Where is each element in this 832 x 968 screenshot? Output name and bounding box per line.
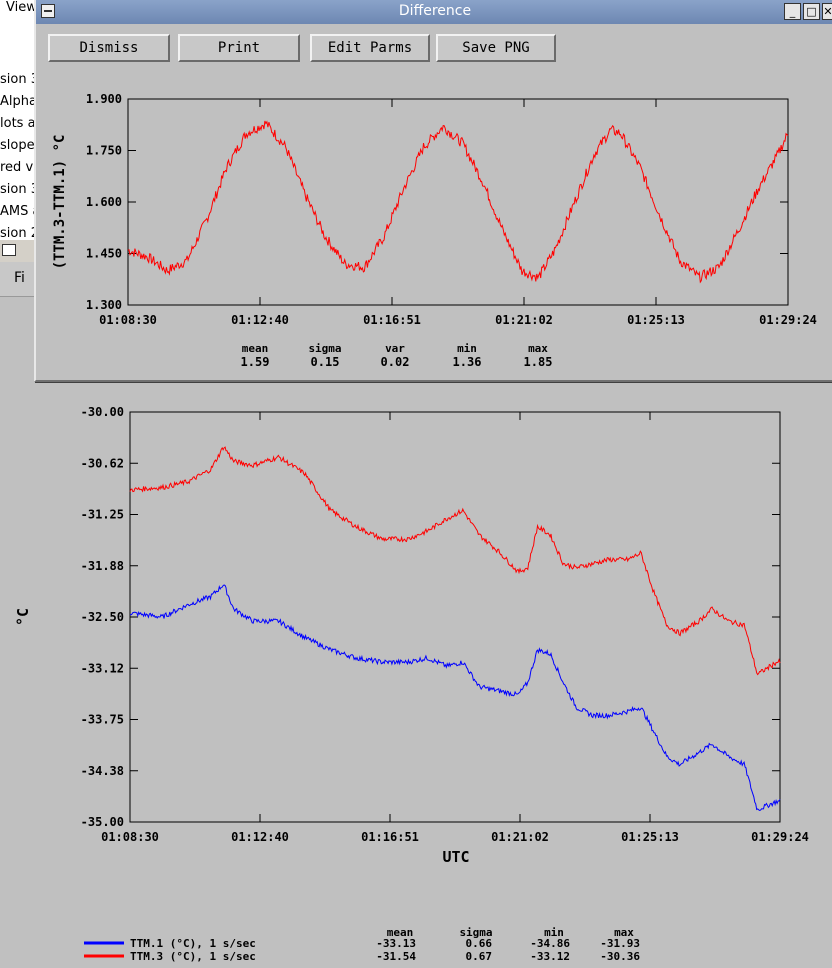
- stats-value: 0.66: [466, 937, 493, 950]
- background-window-menubar: Fi: [0, 262, 38, 297]
- window-menu-icon[interactable]: [2, 244, 16, 256]
- y-tick-label: -33.75: [81, 713, 124, 727]
- main-xlabel: UTC: [442, 848, 469, 866]
- stats-value: -31.54: [376, 950, 416, 963]
- y-tick-label: -32.50: [81, 610, 124, 624]
- x-tick-label: 01:21:02: [495, 313, 553, 327]
- series-line-1: [129, 446, 781, 676]
- y-tick-label: -31.88: [81, 559, 124, 573]
- stats-header: mean: [387, 926, 414, 939]
- main-x-ticks: 01:08:30 01:12:40 01:16:51 01:21:02 01:25:13…: [101, 412, 809, 844]
- window-menu-icon[interactable]: [41, 4, 55, 18]
- diff-ylabel: (TTM.3-TTM.1) °C: [52, 135, 68, 270]
- main-ylabel: °C: [14, 608, 32, 626]
- y-tick-label: -35.00: [81, 815, 124, 829]
- series-line-0: [129, 584, 781, 811]
- difference-plot: 1.900 1.750 1.600 1.450 1.300 01:08:30 01:12:…: [52, 92, 817, 369]
- stats-header: min: [544, 926, 564, 939]
- legend-label: TTM.3 (°C), 1 s/sec: [130, 950, 256, 963]
- y-tick-label: -30.62: [81, 456, 124, 470]
- x-tick-label: 01:29:24: [751, 830, 809, 844]
- dismiss-button[interactable]: Dismiss: [48, 34, 170, 62]
- list-item[interactable]: sion 2: [0, 226, 38, 240]
- stats-header: min: [457, 342, 477, 355]
- x-tick-label: 01:08:30: [101, 830, 159, 844]
- x-tick-label: 01:25:13: [627, 313, 685, 327]
- x-tick-label: 01:29:24: [759, 313, 817, 327]
- save-png-button[interactable]: Save PNG: [436, 34, 556, 62]
- list-item[interactable]: red v: [0, 160, 34, 175]
- x-tick-label: 01:08:30: [99, 313, 157, 327]
- difference-toolbar: Dismiss Print Edit Parms Save PNG: [40, 24, 830, 68]
- diff-x-ticks: 01:08:30 01:12:40 01:16:51 01:21:02 01:25:13…: [99, 99, 817, 327]
- stats-value: 0.15: [311, 355, 340, 369]
- list-item[interactable]: slope: [0, 138, 35, 153]
- main-y-ticks: -30.00 -30.62 -31.25 -31.88 -32.50 -33.12 -33.…: [81, 405, 780, 829]
- y-tick-label: -30.00: [81, 405, 124, 419]
- x-tick-label: 01:12:40: [231, 313, 289, 327]
- x-tick-label: 01:16:51: [361, 830, 419, 844]
- stats-value: -31.93: [600, 937, 640, 950]
- difference-titlebar[interactable]: Difference _ □ ✕: [36, 0, 832, 24]
- menu-file[interactable]: Fi: [14, 270, 25, 286]
- main-plot-frame: [129, 411, 781, 823]
- stats-header: mean: [242, 342, 269, 355]
- x-tick-label: 01:21:02: [491, 830, 549, 844]
- minimize-button[interactable]: _: [784, 3, 801, 20]
- stats-value: 0.67: [466, 950, 493, 963]
- diff-y-ticks: 1.900 1.750 1.600 1.450 1.300: [86, 92, 788, 312]
- background-variable-list: sion 3 Alpha lots a slope red v sion 3 AMS a si…: [0, 40, 38, 240]
- stats-value: 0.02: [381, 355, 410, 369]
- stats-value: 1.85: [524, 355, 553, 369]
- edit-parms-button[interactable]: Edit Parms: [310, 34, 430, 62]
- print-button[interactable]: Print: [178, 34, 300, 62]
- list-item[interactable]: Alpha: [0, 94, 37, 109]
- y-tick-label: 1.300: [86, 298, 122, 312]
- y-tick-label: 1.750: [86, 144, 122, 158]
- diff-plot-frame: [127, 98, 789, 306]
- legend-label: TTM.1 (°C), 1 s/sec: [130, 937, 256, 950]
- y-tick-label: -33.12: [81, 661, 124, 675]
- stats-value: 1.36: [453, 355, 482, 369]
- x-tick-label: 01:16:51: [363, 313, 421, 327]
- x-tick-label: 01:25:13: [621, 830, 679, 844]
- stats-header: sigma: [308, 342, 341, 355]
- stats-header: sigma: [459, 926, 492, 939]
- list-item[interactable]: sion 3: [0, 72, 38, 87]
- stats-value: -30.36: [600, 950, 640, 963]
- window-title: Difference: [398, 3, 472, 19]
- x-tick-label: 01:12:40: [231, 830, 289, 844]
- y-tick-label: -31.25: [81, 508, 124, 522]
- stats-header: var: [385, 342, 405, 355]
- stats-value: 1.59: [241, 355, 270, 369]
- y-tick-label: -34.38: [81, 764, 124, 778]
- list-item[interactable]: AMS a: [0, 204, 38, 219]
- close-button[interactable]: ✕: [822, 3, 832, 20]
- main-stats-table: mean sigma min max -33.13 0.66 -34.86 -31.93 -31…: [376, 926, 640, 963]
- y-tick-label: 1.450: [86, 247, 122, 261]
- main-series-lines: [129, 446, 781, 811]
- stats-header: max: [614, 926, 634, 939]
- difference-window: Difference _ □ ✕ Dismiss Print Edit Parm…: [34, 0, 832, 382]
- menu-view[interactable]: View: [6, 0, 37, 15]
- stats-header: max: [528, 342, 548, 355]
- stats-value: -33.12: [530, 950, 570, 963]
- list-item[interactable]: sion 3: [0, 182, 38, 197]
- diff-series-line: [127, 120, 789, 284]
- maximize-button[interactable]: □: [803, 3, 820, 20]
- list-item[interactable]: lots a: [0, 116, 36, 131]
- y-tick-label: 1.600: [86, 195, 122, 209]
- series-line-0: [127, 120, 789, 284]
- stats-value: -33.13: [376, 937, 416, 950]
- y-tick-label: 1.900: [86, 92, 122, 106]
- stats-value: -34.86: [530, 937, 570, 950]
